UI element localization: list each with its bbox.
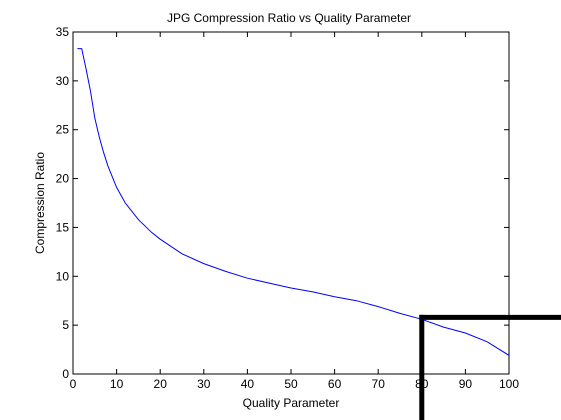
chart-title: JPG Compression Ratio vs Quality Paramet…	[167, 11, 411, 25]
y-tick-label: 0	[62, 367, 69, 381]
crosshair-annotation	[419, 314, 561, 420]
x-tick-label: 50	[284, 377, 298, 391]
y-tick-label: 5	[62, 318, 69, 332]
y-tick-label: 15	[56, 220, 70, 234]
x-axis-label: Quality Parameter	[243, 396, 340, 410]
axis-tick-labels: 010203040506070809010005101520253035	[56, 25, 520, 391]
x-tick-label: 100	[499, 377, 519, 391]
x-tick-label: 70	[372, 377, 386, 391]
y-tick-label: 30	[56, 74, 70, 88]
y-tick-label: 35	[56, 25, 70, 39]
y-tick-label: 25	[56, 123, 70, 137]
axis-ticks	[72, 31, 510, 375]
x-tick-label: 10	[110, 377, 124, 391]
y-tick-label: 20	[56, 172, 70, 186]
x-tick-label: 90	[459, 377, 473, 391]
x-tick-label: 30	[197, 377, 211, 391]
y-tick-label: 10	[56, 269, 70, 283]
compression-ratio-line	[77, 48, 510, 356]
x-tick-label: 0	[70, 377, 77, 391]
x-tick-label: 20	[154, 377, 168, 391]
y-axis-label: Compression Ratio	[33, 152, 47, 254]
x-tick-label: 60	[328, 377, 342, 391]
x-tick-label: 40	[241, 377, 255, 391]
